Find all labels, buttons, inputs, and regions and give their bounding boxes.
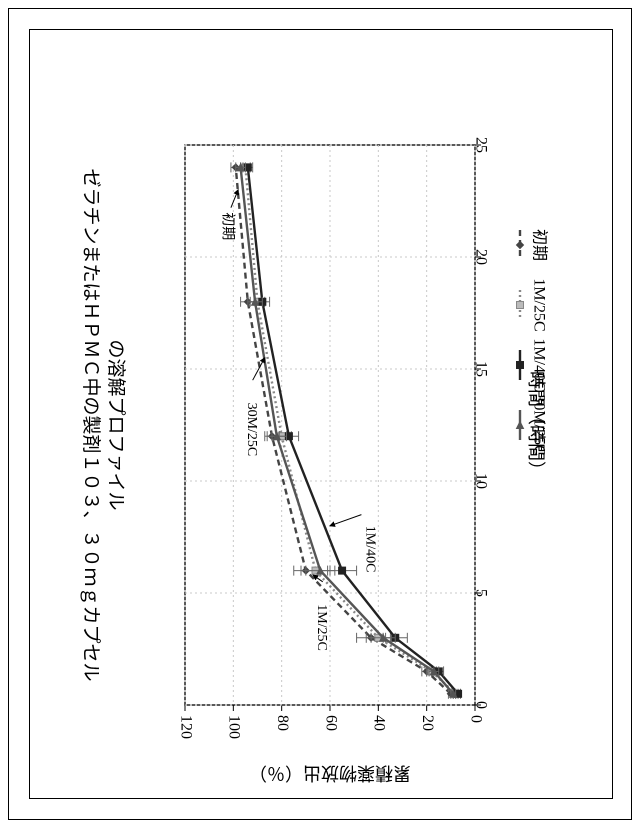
chart-svg: 0204060801001200510152025時間（時間）累積薬物放出（％）… — [30, 30, 614, 800]
svg-text:0: 0 — [473, 701, 490, 709]
svg-text:40: 40 — [371, 715, 388, 731]
chart-stage: 0204060801001200510152025時間（時間）累積薬物放出（％）… — [30, 30, 612, 798]
svg-text:1M/25C: 1M/25C — [314, 604, 329, 651]
svg-text:30M/25C: 30M/25C — [244, 403, 259, 457]
svg-text:1M/40C: 1M/40C — [362, 526, 377, 573]
svg-text:15: 15 — [473, 361, 490, 377]
svg-text:100: 100 — [226, 715, 243, 739]
svg-text:の溶解プロファイル: の溶解プロファイル — [105, 339, 127, 510]
svg-text:1M/40C: 1M/40C — [530, 338, 547, 391]
svg-text:60: 60 — [322, 715, 339, 731]
svg-text:初期: 初期 — [220, 212, 237, 240]
svg-text:累積薬物放出（％）: 累積薬物放出（％） — [249, 763, 411, 783]
svg-text:120: 120 — [177, 715, 194, 739]
outer-frame: 0204060801001200510152025時間（時間）累積薬物放出（％）… — [8, 8, 632, 820]
svg-text:20: 20 — [473, 249, 490, 265]
svg-text:10: 10 — [473, 473, 490, 489]
inner-frame: 0204060801001200510152025時間（時間）累積薬物放出（％）… — [29, 29, 613, 799]
svg-text:30M/25C: 30M/25C — [530, 394, 547, 455]
svg-text:25: 25 — [473, 137, 490, 153]
svg-text:0: 0 — [467, 715, 484, 723]
svg-text:ゼラチンまたはＨＰＭＣ中の製剤１０３、３０ｍｇカプセル: ゼラチンまたはＨＰＭＣ中の製剤１０３、３０ｍｇカプセル — [80, 168, 102, 681]
svg-text:20: 20 — [419, 715, 436, 731]
svg-text:1M/25C: 1M/25C — [530, 278, 547, 331]
svg-text:80: 80 — [274, 715, 291, 731]
svg-text:5: 5 — [473, 589, 490, 597]
svg-text:初期: 初期 — [530, 229, 548, 261]
